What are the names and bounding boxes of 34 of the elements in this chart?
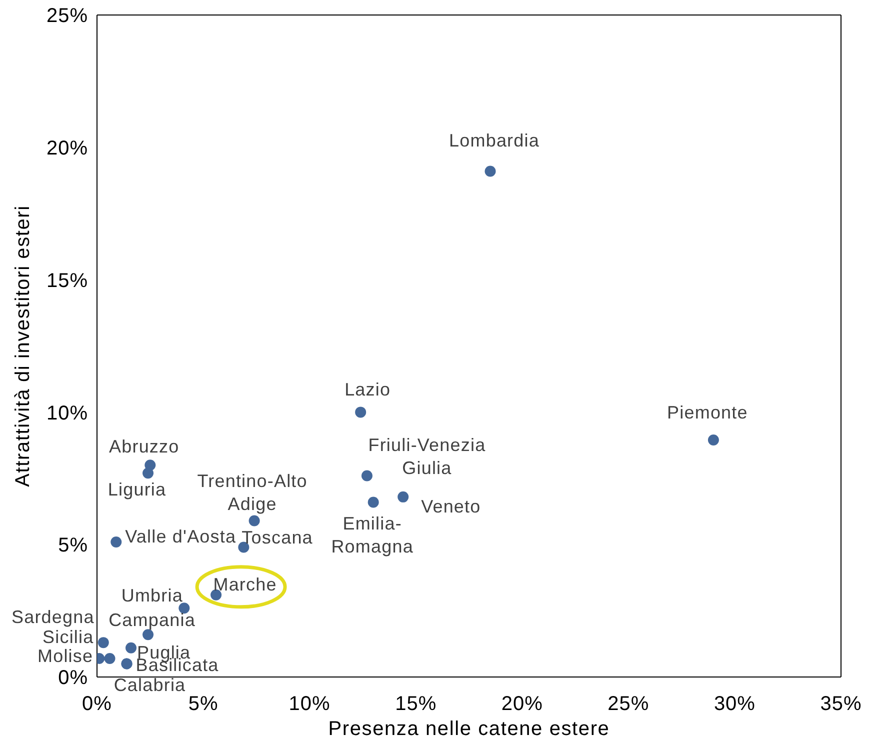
- y-tick-label: 5%: [58, 534, 88, 557]
- annotation: Emilia-Romagna: [331, 514, 414, 557]
- x-tick-label: 0%: [82, 693, 112, 716]
- x-tick-label: 25%: [608, 693, 650, 716]
- annotation: Umbria: [121, 586, 184, 606]
- x-tick-label: 30%: [714, 693, 756, 716]
- x-tick-label: 35%: [820, 693, 862, 716]
- x-tick-label: 10%: [288, 693, 330, 716]
- x-tick-label: 15%: [395, 693, 437, 716]
- annotation: Valle d'Aosta: [125, 526, 236, 546]
- annotation: Piemonte: [667, 402, 748, 422]
- annotation: Lombardia: [449, 130, 540, 151]
- annotation: Campania: [108, 610, 196, 630]
- y-tick-label: 10%: [46, 402, 88, 424]
- annotation: Trentino-Alto Adige: [197, 471, 308, 514]
- x-axis-title: Presenza nelle catene estere: [328, 718, 610, 738]
- annotation: Abruzzo: [109, 436, 180, 457]
- annotation: Liguria: [108, 480, 167, 500]
- annotation: Sicilia: [42, 626, 94, 647]
- x-tick-label: 20%: [501, 693, 543, 716]
- y-tick-label: 0%: [58, 667, 88, 690]
- x-tick-label: 5%: [188, 693, 218, 716]
- y-tick-label: 20%: [46, 138, 88, 160]
- annotation: Sardegna: [12, 607, 95, 628]
- annotation: Friuli-Venezia Giulia: [368, 435, 486, 478]
- y-tick-label: 25%: [46, 5, 88, 28]
- annotation: Calabria: [114, 675, 186, 696]
- annotation: Lazio: [344, 380, 391, 400]
- annotation: Molise: [38, 646, 94, 666]
- y-tick-label: 15%: [46, 270, 88, 292]
- annotation: Marche: [213, 574, 277, 594]
- y-axis-title: Attrattività di investitori esteri: [12, 205, 34, 487]
- annotation: Toscana: [242, 528, 314, 548]
- annotation: Veneto: [421, 496, 481, 516]
